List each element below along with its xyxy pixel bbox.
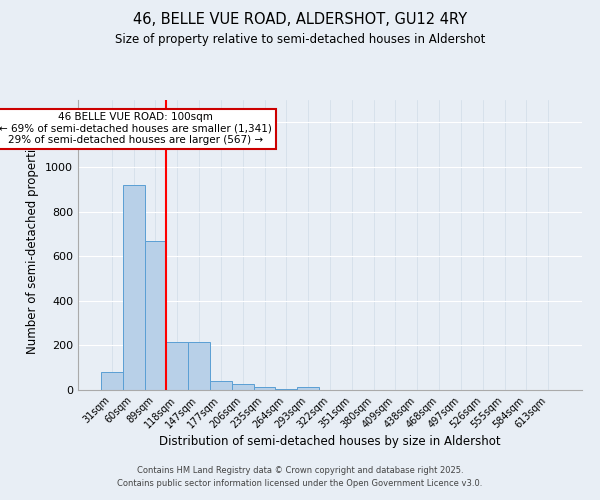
Text: 46, BELLE VUE ROAD, ALDERSHOT, GU12 4RY: 46, BELLE VUE ROAD, ALDERSHOT, GU12 4RY [133,12,467,28]
Text: Size of property relative to semi-detached houses in Aldershot: Size of property relative to semi-detach… [115,32,485,46]
X-axis label: Distribution of semi-detached houses by size in Aldershot: Distribution of semi-detached houses by … [159,436,501,448]
Bar [297,388,319,390]
Bar [123,185,145,390]
Bar [188,342,210,390]
Text: Contains HM Land Registry data © Crown copyright and database right 2025.
Contai: Contains HM Land Registry data © Crown c… [118,466,482,487]
Bar [145,240,166,390]
Bar [210,381,232,390]
Bar [254,386,275,390]
Bar [101,372,123,390]
Bar [232,384,254,390]
Bar [166,342,188,390]
Y-axis label: Number of semi-detached properties: Number of semi-detached properties [26,136,40,354]
Bar [275,389,297,390]
Text: 46 BELLE VUE ROAD: 100sqm
← 69% of semi-detached houses are smaller (1,341)
29% : 46 BELLE VUE ROAD: 100sqm ← 69% of semi-… [0,112,272,146]
